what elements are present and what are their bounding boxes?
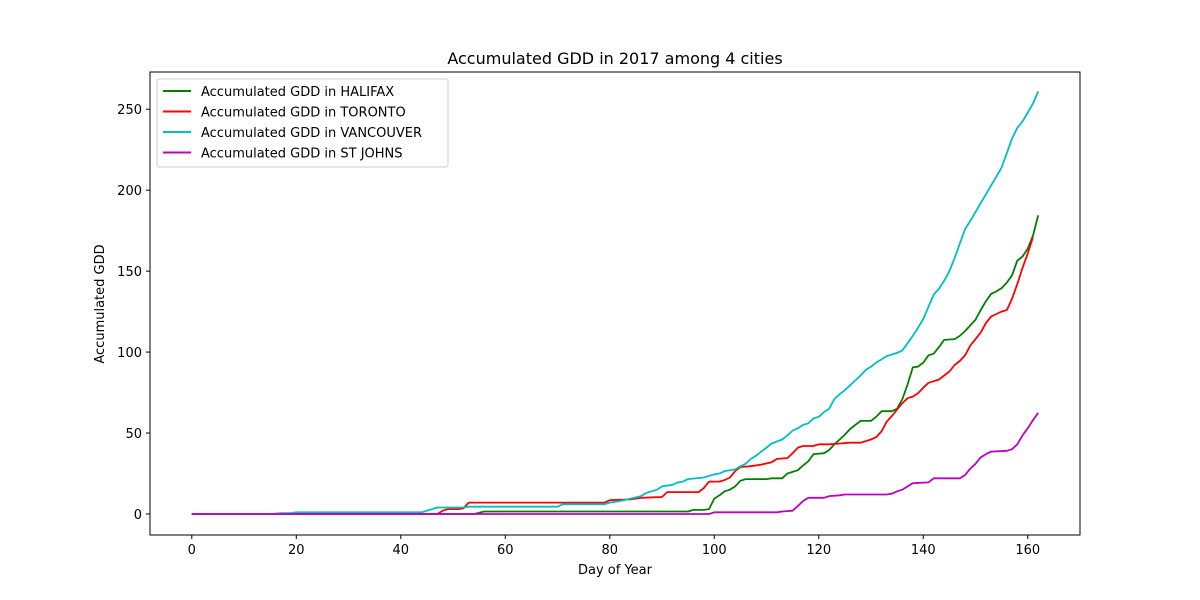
y-tick-label: 200	[117, 184, 142, 199]
legend-label: Accumulated GDD in HALIFAX	[201, 85, 394, 100]
chart-title: Accumulated GDD in 2017 among 4 cities	[447, 49, 782, 68]
x-tick-label: 40	[393, 543, 410, 558]
x-tick-label: 20	[288, 543, 305, 558]
legend-label: Accumulated GDD in VANCOUVER	[201, 126, 422, 141]
legend-label: Accumulated GDD in TORONTO	[201, 106, 406, 121]
legend: Accumulated GDD in HALIFAX Accumulated GD…	[156, 78, 449, 168]
x-tick-label: 160	[1015, 543, 1040, 558]
x-tick-label: 120	[806, 543, 831, 558]
x-tick-label: 140	[911, 543, 936, 558]
y-tick-label: 100	[117, 346, 142, 361]
y-tick-label: 250	[117, 103, 142, 118]
y-tick-label: 50	[125, 427, 142, 442]
y-tick-label: 150	[117, 265, 142, 280]
series-line-0	[191, 215, 1040, 515]
x-axis-label: Day of Year	[578, 563, 653, 578]
x-tick-label: 100	[702, 543, 727, 558]
x-tick-label: 0	[188, 543, 196, 558]
legend-label: Accumulated GDD in ST JOHNS	[201, 147, 403, 162]
y-axis: 0 50 100 150 200 250	[117, 103, 150, 523]
series-line-1	[191, 236, 1034, 515]
x-tick-label: 80	[602, 543, 619, 558]
y-axis-label: Accumulated GDD	[93, 244, 108, 363]
series-line-3	[191, 412, 1039, 515]
x-tick-label: 60	[497, 543, 514, 558]
series-layer	[191, 91, 1040, 515]
y-tick-label: 0	[134, 508, 142, 523]
x-axis: 0 20 40 60 80 100 120 140 160	[188, 535, 1040, 558]
series-line-2	[191, 91, 1040, 515]
legend-box	[156, 78, 449, 168]
plot-area-frame	[149, 71, 1081, 536]
